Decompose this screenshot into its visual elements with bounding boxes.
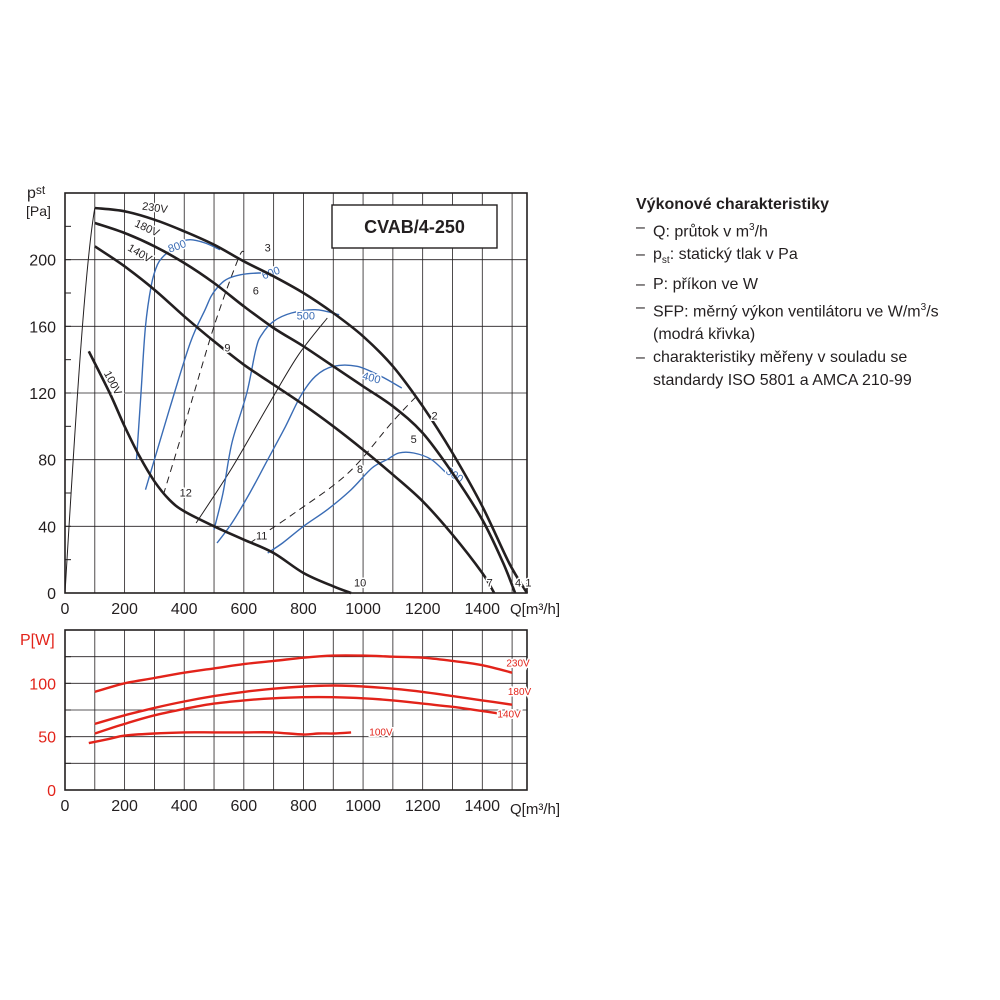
fan-curve-label: 230V (141, 201, 169, 217)
legend-item-sfp: SFP: měrný výkon ventilátoru ve W/m3/s (… (636, 296, 986, 346)
legend-sub: st (661, 255, 670, 267)
legend-item-pst: pst: statický tlak v Pa (636, 243, 986, 272)
system-curve-origin (64, 207, 96, 594)
point-label: 4 (515, 577, 521, 589)
x-tick-label: 800 (290, 601, 317, 618)
y-tick-label: 100 (29, 676, 56, 693)
system-line-dashed (162, 250, 245, 495)
x-tick-label: 1200 (405, 798, 441, 815)
legend-item-standards: charakteristiky měřeny v souladu se stan… (636, 346, 986, 392)
legend-text: /s (926, 302, 939, 320)
x-tick-label: 400 (171, 601, 198, 618)
fan-curve-230V (94, 206, 529, 594)
legend-list: Q: průtok v m3/h pst: statický tlak v Pa… (636, 216, 986, 392)
sfp-curve-400 (216, 364, 403, 544)
point-label: 1 (525, 577, 531, 589)
power-curve-180V (94, 684, 513, 726)
sfp-label: 400 (361, 370, 382, 386)
x-tick-label: 0 (61, 798, 70, 815)
legend-text: SFP: měrný výkon ventilátoru ve W/m (653, 302, 921, 320)
legend-panel: Výkonové charakteristiky Q: průtok v m3/… (636, 193, 986, 392)
power-curve-label: 230V (506, 658, 530, 669)
legend-text-continued: (modrá křivka) (653, 325, 756, 343)
plot-frame (64, 192, 528, 594)
power-curve-100V (88, 731, 352, 745)
point-label: 11 (256, 531, 267, 543)
legend-item-p: P: příkon ve W (636, 273, 986, 296)
power-curve-label: 180V (508, 687, 532, 698)
y-tick-label: 200 (29, 253, 56, 270)
point-label: 3 (265, 242, 271, 254)
x-axis-label: Q[m³/h] (510, 601, 560, 618)
legend-text: Q: průtok v m (653, 223, 750, 241)
legend-item-q: Q: průtok v m3/h (636, 216, 986, 243)
legend-sup: 3 (920, 301, 927, 313)
x-tick-label: 800 (290, 798, 317, 815)
x-tick-label: 1000 (345, 798, 381, 815)
sfp-label: 500 (297, 311, 315, 323)
power-curve-140V (94, 695, 504, 735)
y-axis-label-main: p (27, 185, 36, 202)
plot-frame (64, 629, 528, 791)
legend-text: P: příkon ve W (653, 275, 758, 293)
legend-text: charakteristiky měřeny v souladu se (653, 348, 908, 366)
x-tick-label: 1400 (464, 601, 500, 618)
point-label: 8 (357, 464, 363, 476)
y-tick-label: 0 (47, 783, 56, 800)
y-tick-label: 80 (38, 453, 56, 470)
x-tick-label: 600 (230, 798, 257, 815)
fan-curve-140V (94, 245, 496, 594)
sfp-curve-600 (144, 272, 280, 490)
x-tick-label: 1400 (464, 798, 500, 815)
power-curve-230V (94, 654, 513, 694)
y-axis-label: pst (27, 183, 46, 202)
legend-sup: 3 (749, 222, 755, 233)
fan-curve-100V (87, 350, 352, 595)
point-label: 6 (253, 286, 259, 298)
point-label: 10 (354, 577, 366, 589)
power-curve-label: 140V (497, 709, 521, 720)
title-box (331, 204, 498, 249)
x-tick-label: 1000 (345, 601, 381, 618)
sfp-curve-300 (267, 451, 450, 554)
x-tick-label: 200 (111, 601, 138, 618)
x-tick-label: 400 (171, 798, 198, 815)
x-tick-label: 0 (61, 601, 70, 618)
sfp-curve-500 (213, 308, 340, 530)
x-tick-label: 600 (230, 601, 257, 618)
fan-curve-180V (94, 221, 517, 594)
legend-text: p (653, 246, 662, 264)
y-axis-label: P[W] (20, 632, 55, 649)
x-axis-label: Q[m³/h] (510, 801, 560, 818)
legend-heading: Výkonové charakteristiky (636, 196, 829, 213)
y-tick-label: 0 (47, 586, 56, 603)
system-line (195, 317, 328, 524)
point-label: 5 (411, 434, 417, 446)
y-tick-label: 120 (29, 386, 56, 403)
y-tick-label: 50 (38, 730, 56, 747)
power-chart: 0 200 400 600 800 1000 1200 1400 0 50 100 Q[m³/h] P[… (20, 629, 560, 818)
y-tick-label: 160 (29, 319, 56, 336)
power-curve-label: 100V (369, 728, 393, 739)
legend-text: : statický tlak v Pa (669, 246, 798, 264)
point-label: 9 (224, 342, 230, 354)
point-label: 7 (487, 577, 493, 589)
sfp-curve-800 (135, 238, 221, 460)
y-tick-label: 40 (38, 519, 56, 536)
chart-title: CVAB/4-250 (364, 217, 465, 237)
y-axis-unit: [Pa] (26, 203, 51, 219)
fan-curve-label: 140V (125, 242, 154, 266)
system-line-dashed (249, 392, 421, 544)
y-axis-label-sub: st (36, 183, 46, 197)
point-label: 2 (432, 411, 438, 423)
point-label: 12 (180, 487, 192, 499)
legend-text: /h (754, 223, 768, 241)
x-tick-label: 200 (111, 798, 138, 815)
x-tick-label: 1200 (405, 601, 441, 618)
pressure-chart: 0 200 400 600 800 1000 1200 140004080120160200Q… (26, 183, 560, 618)
legend-text-continued: standardy ISO 5801 a AMCA 210-99 (653, 371, 912, 389)
